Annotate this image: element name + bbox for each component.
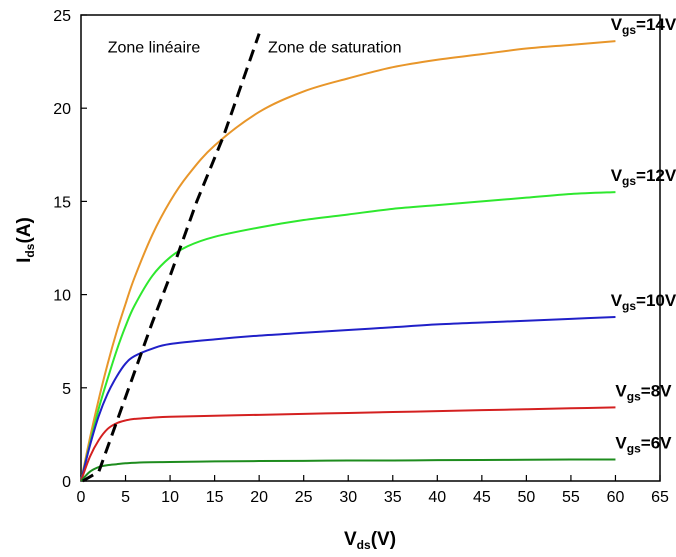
x-axis-ticks: 0 5 10 15 20 25 30 35 40 45 50 55 60 65: [77, 475, 669, 506]
zone-annotation: Zone linéaire: [108, 39, 201, 56]
series-line: [80, 458, 616, 482]
series-label: Vgs=8V: [615, 381, 672, 403]
series-label: Vgs=14V: [611, 15, 676, 37]
x-tick-label: 35: [384, 489, 402, 506]
x-tick-label: 60: [607, 489, 625, 506]
series-line: [80, 315, 616, 482]
series-line: [80, 191, 616, 482]
x-tick-label: 20: [250, 489, 268, 506]
x-tick-label: 0: [77, 489, 86, 506]
x-tick-label: 55: [562, 489, 580, 506]
series-layer: Vgs=14V Vgs=12V Vgs=10V Vgs=8V Vgs=6V: [80, 15, 676, 482]
y-tick-label: 0: [62, 474, 71, 491]
y-tick-label: 20: [53, 101, 71, 118]
series-line: [80, 406, 616, 482]
y-axis-label: Ids(A): [14, 217, 37, 263]
series-label: Vgs=6V: [615, 434, 672, 456]
x-tick-label: 30: [339, 489, 357, 506]
x-tick-label: 10: [161, 489, 179, 506]
y-tick-label: 5: [62, 381, 71, 398]
series-label: Vgs=12V: [611, 166, 676, 188]
y-tick-label: 15: [53, 194, 71, 211]
y-tick-label: 25: [53, 8, 71, 25]
annotation-layer: Zone linéaire Zone de saturation: [82, 33, 401, 483]
plot-frame: [80, 14, 661, 482]
series-label: Vgs=10V: [611, 291, 676, 313]
series-line: [80, 40, 616, 482]
y-axis-ticks: 0 5 10 15 20 25: [53, 8, 87, 491]
zone-boundary-line: [82, 33, 261, 483]
y-tick-label: 10: [53, 288, 71, 305]
x-tick-label: 65: [651, 489, 669, 506]
zone-annotation: Zone de saturation: [268, 39, 401, 56]
x-tick-label: 15: [206, 489, 224, 506]
x-tick-label: 45: [473, 489, 491, 506]
x-tick-label: 5: [121, 489, 130, 506]
x-tick-label: 40: [428, 489, 446, 506]
x-tick-label: 50: [517, 489, 535, 506]
x-tick-label: 25: [295, 489, 313, 506]
x-axis-label: Vds(V): [344, 529, 396, 552]
